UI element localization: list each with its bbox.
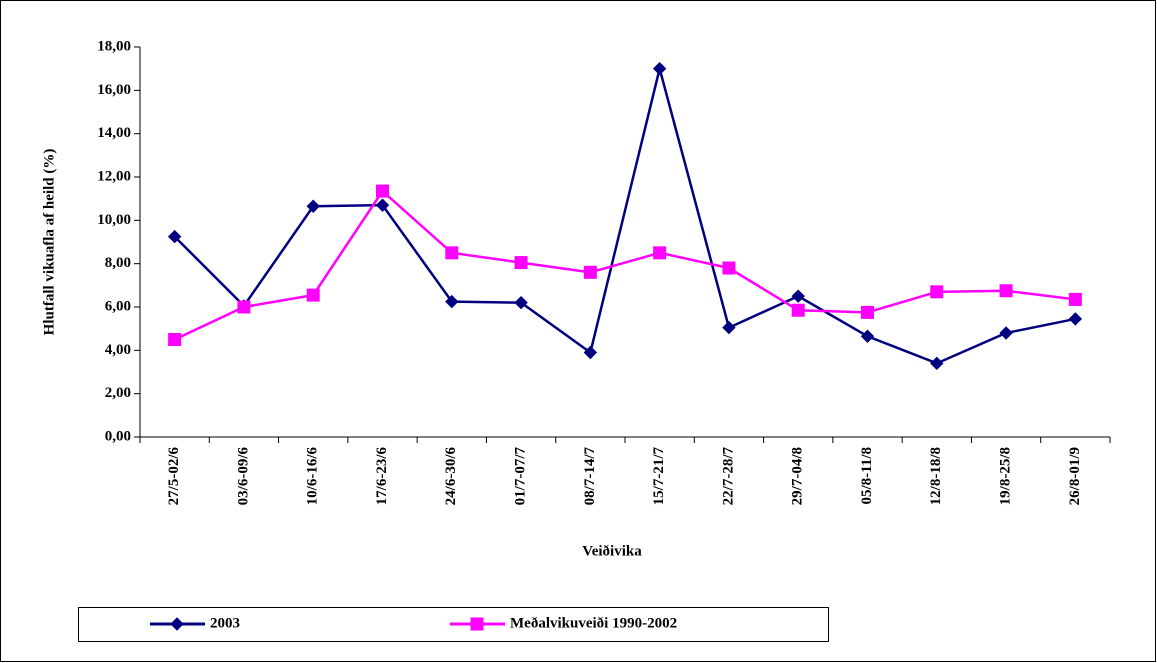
point	[722, 320, 736, 335]
point	[375, 198, 390, 212]
point	[653, 246, 667, 260]
y-tick-label: 2,00	[105, 385, 131, 401]
y-tick-label: 18,00	[97, 38, 131, 54]
x-tick-label: 19/8-25/8	[998, 447, 1014, 505]
x-tick-label: 12/8-18/8	[928, 447, 944, 505]
x-tick-label: 29/7-04/8	[790, 447, 806, 505]
point	[168, 333, 182, 346]
point	[860, 329, 875, 343]
x-tick-label: 10/6-16/6	[305, 447, 321, 506]
y-tick-label: 4,00	[105, 342, 131, 358]
x-tick-label: 24/6-30/6	[443, 447, 459, 506]
x-tick-label: 27/5-02/6	[166, 447, 182, 506]
point	[306, 288, 320, 302]
point	[237, 300, 251, 314]
y-tick-label: 6,00	[105, 298, 131, 314]
y-tick-label: 10,00	[97, 212, 131, 228]
x-tick-label: 03/6-09/6	[235, 447, 251, 506]
y-tick-label: 12,00	[97, 168, 131, 184]
x-axis-title: Veiðivika	[582, 543, 642, 559]
y-tick-label: 16,00	[97, 82, 131, 98]
x-tick-label: 01/7-07/7	[513, 447, 529, 506]
point	[999, 284, 1013, 298]
y-tick-label: 14,00	[97, 125, 131, 141]
point	[722, 261, 736, 275]
point	[1068, 312, 1083, 326]
series-line	[173, 68, 1076, 365]
point	[930, 285, 944, 299]
point	[652, 61, 667, 76]
point	[1068, 292, 1082, 306]
x-tick-label: 26/8-01/9	[1067, 447, 1083, 505]
point	[167, 229, 182, 244]
y-axis-title: Hlutfall vikuafla af heild (%)	[41, 149, 57, 336]
point	[583, 345, 598, 360]
x-tick-label: 05/8-11/8	[859, 447, 875, 505]
y-tick-label: 8,00	[105, 255, 131, 271]
x-tick-label: 17/6-23/6	[374, 447, 390, 506]
series-line	[174, 189, 1076, 341]
point	[306, 199, 320, 213]
point	[930, 356, 944, 371]
point	[445, 294, 459, 309]
y-tick-label: 0,00	[105, 428, 131, 444]
point	[861, 305, 874, 319]
point	[583, 265, 597, 279]
point	[791, 303, 805, 317]
legend-label: 2003	[210, 615, 240, 631]
legend-marker	[170, 617, 184, 631]
point	[376, 184, 389, 198]
legend-label: Meðalvikuveiði 1990-2002	[510, 615, 677, 631]
x-tick-label: 15/7-21/7	[651, 447, 667, 506]
point	[791, 289, 805, 303]
point	[514, 295, 528, 310]
point	[445, 246, 459, 260]
x-tick-label: 08/7-14/7	[582, 447, 598, 506]
point	[514, 256, 528, 270]
legend-marker	[470, 617, 484, 631]
x-tick-label: 22/7-28/7	[720, 447, 736, 506]
point	[999, 326, 1013, 340]
